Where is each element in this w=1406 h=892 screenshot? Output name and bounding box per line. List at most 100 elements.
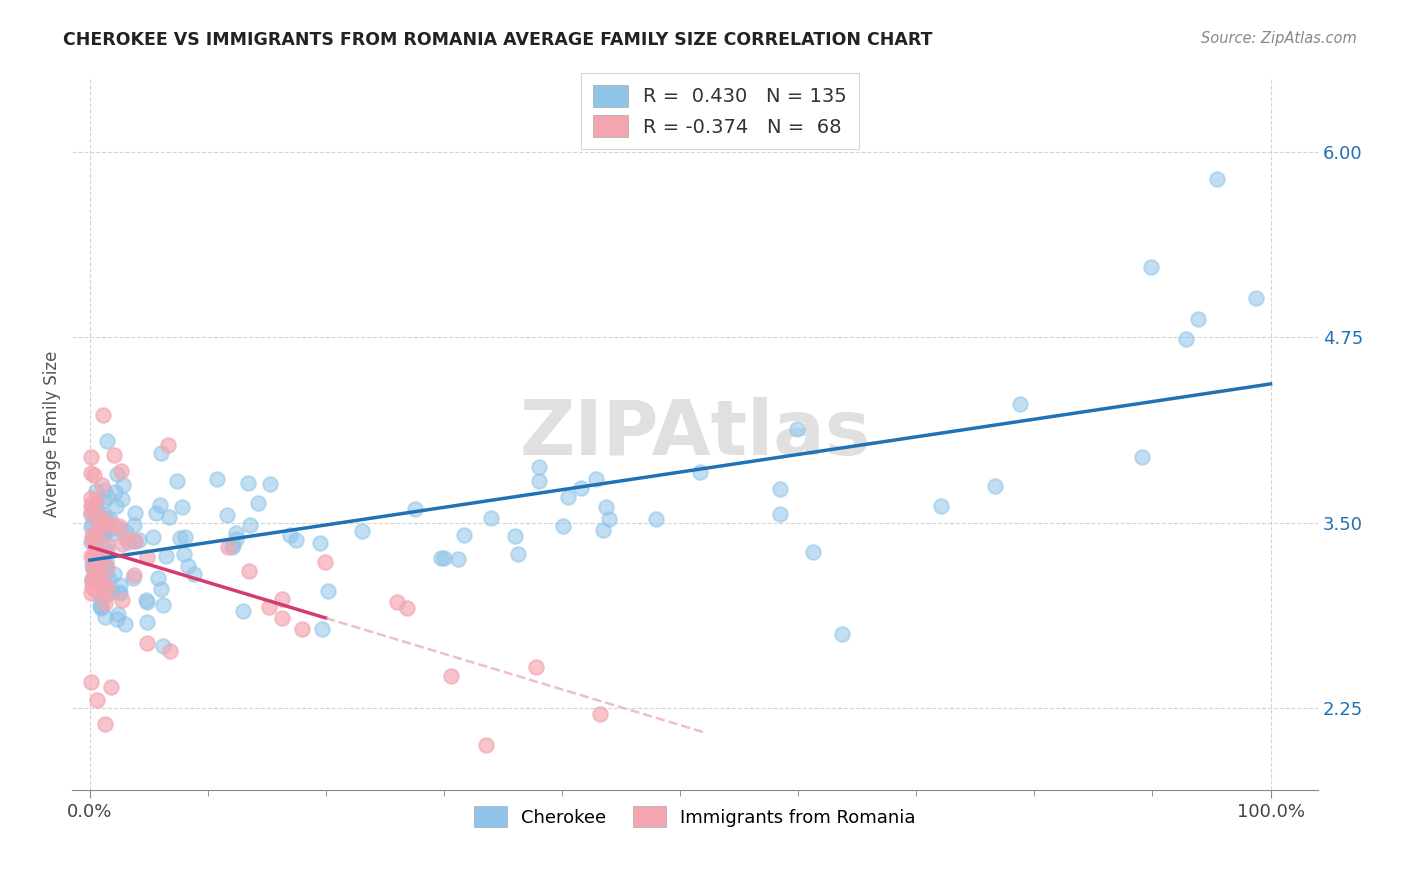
Point bbox=[91, 551, 114, 566]
Point bbox=[124, 533, 146, 548]
Point bbox=[103, 566, 125, 581]
Point bbox=[156, 438, 179, 452]
Point bbox=[557, 491, 579, 505]
Point bbox=[238, 564, 260, 578]
Point bbox=[124, 506, 146, 520]
Point bbox=[94, 583, 117, 598]
Point bbox=[80, 506, 103, 520]
Point bbox=[80, 549, 103, 563]
Point bbox=[529, 475, 551, 489]
Point bbox=[149, 582, 172, 596]
Point bbox=[205, 472, 228, 486]
Text: ZIPAtlas: ZIPAtlas bbox=[519, 397, 870, 471]
Point bbox=[135, 595, 157, 609]
Point bbox=[83, 468, 105, 483]
Point bbox=[183, 566, 205, 581]
Point bbox=[222, 538, 245, 552]
Point bbox=[96, 560, 118, 574]
Point bbox=[114, 617, 136, 632]
Point bbox=[90, 510, 112, 524]
Point bbox=[94, 558, 117, 573]
Point bbox=[80, 499, 103, 513]
Point bbox=[105, 467, 128, 481]
Point bbox=[93, 557, 115, 571]
Point bbox=[128, 533, 150, 547]
Point bbox=[271, 611, 294, 625]
Point bbox=[84, 561, 107, 575]
Point bbox=[595, 500, 617, 515]
Point bbox=[91, 507, 114, 521]
Point bbox=[169, 531, 191, 545]
Point bbox=[86, 527, 108, 541]
Point bbox=[1206, 172, 1229, 186]
Point bbox=[94, 588, 117, 602]
Point bbox=[122, 517, 145, 532]
Point bbox=[217, 541, 239, 555]
Point bbox=[86, 693, 108, 707]
Point bbox=[83, 583, 105, 598]
Point bbox=[82, 530, 104, 544]
Point bbox=[97, 491, 120, 505]
Point bbox=[122, 571, 145, 585]
Point bbox=[983, 478, 1005, 492]
Point bbox=[82, 534, 104, 549]
Point bbox=[1130, 450, 1153, 464]
Point bbox=[86, 548, 108, 562]
Point bbox=[80, 557, 103, 571]
Point bbox=[122, 567, 145, 582]
Point bbox=[91, 493, 114, 508]
Point bbox=[172, 500, 194, 515]
Point bbox=[91, 409, 114, 423]
Point bbox=[97, 572, 120, 586]
Point bbox=[257, 599, 280, 614]
Point bbox=[82, 561, 104, 575]
Point bbox=[96, 554, 118, 568]
Point bbox=[135, 549, 157, 564]
Legend: Cherokee, Immigrants from Romania: Cherokee, Immigrants from Romania bbox=[467, 799, 922, 834]
Point bbox=[90, 591, 112, 606]
Point bbox=[86, 570, 108, 584]
Point bbox=[569, 481, 592, 495]
Point bbox=[232, 604, 254, 618]
Point bbox=[83, 551, 105, 566]
Point bbox=[80, 535, 103, 549]
Point bbox=[166, 474, 188, 488]
Point bbox=[90, 601, 112, 615]
Point bbox=[80, 586, 103, 600]
Point bbox=[110, 586, 132, 600]
Point bbox=[290, 623, 312, 637]
Point bbox=[155, 549, 177, 564]
Point bbox=[152, 598, 174, 612]
Point bbox=[96, 511, 118, 525]
Point bbox=[89, 598, 111, 612]
Y-axis label: Average Family Size: Average Family Size bbox=[44, 351, 60, 516]
Point bbox=[801, 545, 824, 559]
Point bbox=[111, 491, 134, 506]
Point bbox=[98, 512, 121, 526]
Point bbox=[93, 483, 115, 497]
Point bbox=[87, 575, 110, 590]
Point bbox=[111, 477, 134, 491]
Point bbox=[103, 449, 125, 463]
Point bbox=[96, 539, 118, 553]
Point bbox=[80, 580, 103, 594]
Point bbox=[91, 524, 114, 538]
Point bbox=[82, 573, 104, 587]
Point bbox=[87, 563, 110, 577]
Point bbox=[508, 547, 530, 561]
Point bbox=[769, 482, 792, 496]
Point bbox=[90, 524, 112, 539]
Point bbox=[90, 599, 112, 614]
Point bbox=[80, 674, 103, 689]
Point bbox=[101, 517, 124, 532]
Point bbox=[93, 527, 115, 541]
Point bbox=[475, 739, 498, 753]
Point bbox=[689, 466, 711, 480]
Point bbox=[404, 501, 426, 516]
Point bbox=[107, 607, 129, 621]
Point bbox=[84, 556, 107, 570]
Point bbox=[1244, 292, 1267, 306]
Point bbox=[86, 571, 108, 585]
Point bbox=[173, 530, 195, 544]
Point bbox=[104, 485, 127, 500]
